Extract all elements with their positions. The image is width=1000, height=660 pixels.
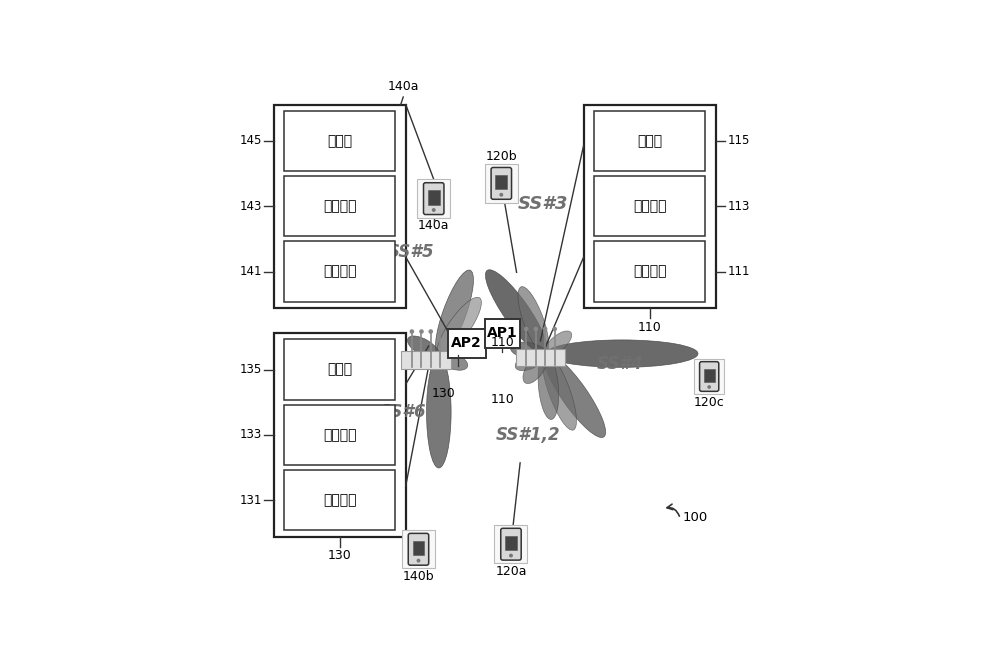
Text: 存储器: 存储器 — [327, 362, 352, 377]
Circle shape — [525, 327, 528, 331]
Ellipse shape — [510, 342, 546, 359]
FancyBboxPatch shape — [448, 329, 486, 358]
FancyBboxPatch shape — [284, 470, 395, 531]
Ellipse shape — [538, 354, 559, 420]
Ellipse shape — [515, 350, 546, 371]
Text: 145: 145 — [240, 135, 262, 147]
Text: 111: 111 — [727, 265, 750, 278]
Circle shape — [500, 193, 503, 196]
Ellipse shape — [439, 352, 468, 370]
FancyBboxPatch shape — [284, 405, 395, 465]
Text: 113: 113 — [727, 200, 750, 213]
Text: SS#5: SS#5 — [388, 243, 435, 261]
Text: SS#4: SS#4 — [596, 355, 643, 373]
FancyBboxPatch shape — [516, 348, 565, 366]
Ellipse shape — [544, 353, 606, 438]
FancyBboxPatch shape — [402, 530, 435, 568]
Circle shape — [429, 330, 432, 333]
Text: 120b: 120b — [486, 150, 517, 163]
Text: SS#1,2: SS#1,2 — [496, 426, 560, 444]
FancyBboxPatch shape — [485, 164, 518, 203]
Text: 存储器: 存储器 — [327, 134, 352, 148]
Ellipse shape — [407, 336, 439, 358]
Text: 通信接口: 通信接口 — [323, 199, 356, 213]
Text: 115: 115 — [727, 135, 750, 147]
Ellipse shape — [437, 297, 481, 357]
Text: 120c: 120c — [694, 395, 725, 409]
Circle shape — [543, 327, 547, 331]
FancyBboxPatch shape — [413, 541, 424, 555]
Text: 存储器: 存储器 — [637, 134, 662, 148]
FancyBboxPatch shape — [274, 104, 406, 308]
Text: 133: 133 — [240, 428, 262, 442]
Circle shape — [439, 330, 442, 333]
Text: 110: 110 — [638, 321, 662, 333]
FancyBboxPatch shape — [594, 242, 705, 302]
Text: 100: 100 — [683, 512, 708, 524]
FancyBboxPatch shape — [401, 351, 451, 369]
Text: AP1: AP1 — [487, 326, 518, 341]
Text: SS#6: SS#6 — [379, 403, 426, 421]
FancyBboxPatch shape — [428, 190, 440, 205]
Ellipse shape — [435, 270, 473, 356]
FancyBboxPatch shape — [284, 242, 395, 302]
Circle shape — [534, 327, 537, 331]
FancyBboxPatch shape — [694, 359, 724, 394]
Ellipse shape — [523, 353, 548, 383]
Circle shape — [708, 386, 710, 388]
Circle shape — [417, 560, 420, 562]
Text: 110: 110 — [490, 393, 514, 407]
Ellipse shape — [427, 356, 451, 468]
FancyBboxPatch shape — [704, 369, 715, 382]
Ellipse shape — [542, 354, 577, 430]
FancyBboxPatch shape — [700, 362, 719, 391]
Circle shape — [553, 327, 556, 331]
Circle shape — [510, 554, 512, 557]
FancyBboxPatch shape — [284, 176, 395, 236]
Text: 处理电路: 处理电路 — [633, 265, 666, 279]
Text: SS#3: SS#3 — [518, 195, 568, 213]
FancyBboxPatch shape — [494, 525, 527, 564]
FancyBboxPatch shape — [417, 180, 450, 218]
FancyBboxPatch shape — [584, 104, 716, 308]
FancyBboxPatch shape — [284, 339, 395, 400]
Text: 130: 130 — [432, 387, 456, 400]
Text: 140a: 140a — [387, 81, 419, 94]
FancyBboxPatch shape — [408, 533, 429, 565]
FancyBboxPatch shape — [501, 528, 521, 560]
Text: 通信接口: 通信接口 — [633, 199, 666, 213]
Text: 130: 130 — [328, 549, 352, 562]
FancyBboxPatch shape — [424, 183, 444, 214]
Text: 135: 135 — [240, 363, 262, 376]
Text: 处理电路: 处理电路 — [323, 493, 356, 508]
Text: AP2: AP2 — [451, 337, 482, 350]
Text: 110: 110 — [490, 335, 514, 348]
Text: 处理电路: 处理电路 — [323, 265, 356, 279]
Ellipse shape — [546, 340, 698, 368]
FancyBboxPatch shape — [491, 168, 512, 199]
Text: 通信接口: 通信接口 — [323, 428, 356, 442]
FancyBboxPatch shape — [594, 176, 705, 236]
Circle shape — [420, 330, 423, 333]
Text: 143: 143 — [240, 200, 262, 213]
Circle shape — [432, 209, 435, 211]
Text: 131: 131 — [240, 494, 262, 507]
Circle shape — [410, 330, 413, 333]
Ellipse shape — [545, 331, 572, 355]
Text: 141: 141 — [239, 265, 262, 278]
FancyBboxPatch shape — [505, 536, 517, 550]
Text: 140b: 140b — [403, 570, 434, 583]
FancyBboxPatch shape — [594, 111, 705, 171]
FancyBboxPatch shape — [284, 111, 395, 171]
Text: 140a: 140a — [418, 219, 449, 232]
FancyBboxPatch shape — [495, 175, 507, 189]
Text: 120a: 120a — [495, 565, 527, 578]
FancyBboxPatch shape — [274, 333, 406, 537]
Ellipse shape — [518, 286, 549, 354]
FancyBboxPatch shape — [485, 319, 520, 348]
Ellipse shape — [485, 270, 547, 354]
